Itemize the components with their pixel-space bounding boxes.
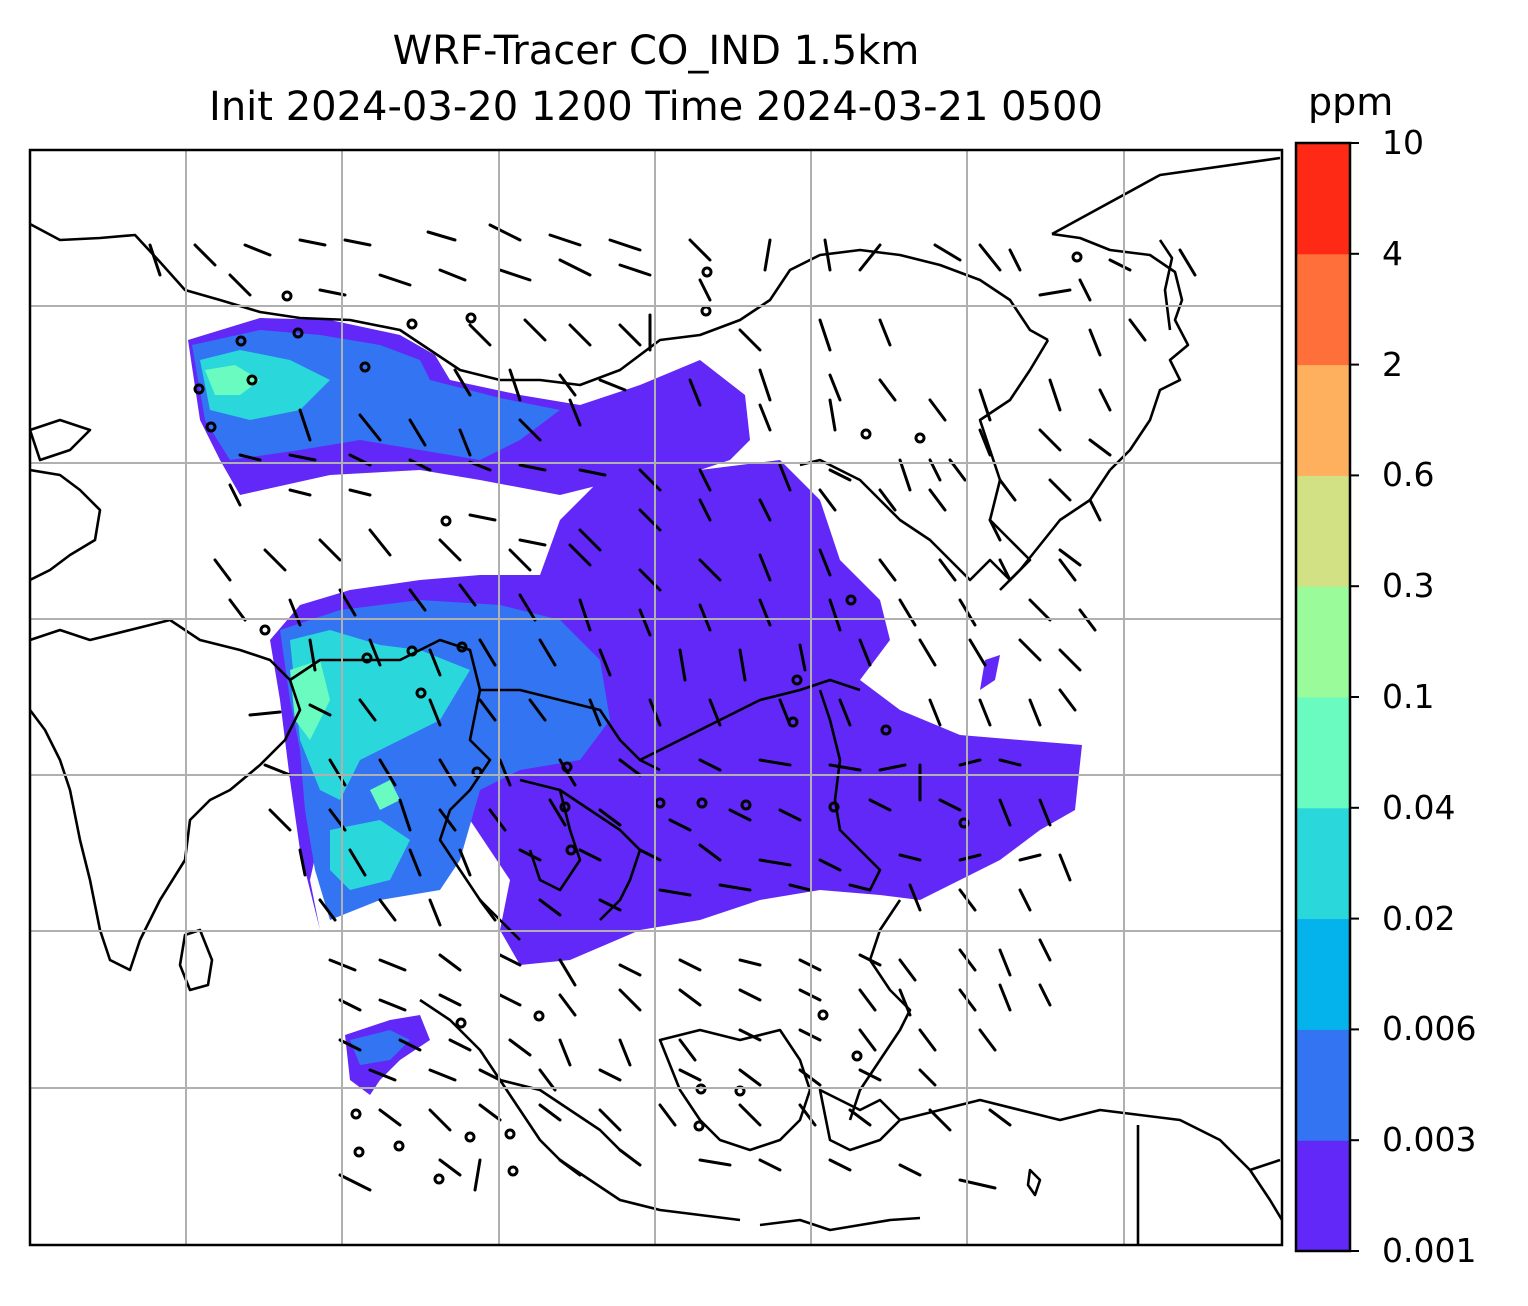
colorbar-tick-label: 0.006 [1382,1009,1477,1049]
map-title-line2: Init 2024-03-20 1200 Time 2024-03-21 050… [209,84,1103,130]
map-title-line1: WRF-Tracer CO_IND 1.5km [392,28,920,74]
colorbar-tick-label: 10 [1382,123,1424,162]
colorbar-tick-label: 0.6 [1382,455,1435,495]
map-gridlines [30,150,1282,1245]
colorbar-tick-label: 0.02 [1382,898,1456,938]
colorbar-tick-label: 0.3 [1382,566,1435,606]
colorbar-tick-label: 4 [1382,233,1403,273]
map-frame [28,148,1284,1247]
colorbar-tick-label: 0.003 [1382,1120,1477,1160]
colorbar-unit: ppm [1308,80,1394,124]
calm-wind-markers [193,251,1083,1185]
colorbar-tick-label: 0.04 [1382,787,1456,827]
colorbar-tick-label: 0.1 [1382,677,1435,716]
colorbar-tick-label: 0.001 [1382,1231,1477,1270]
tracer-plume-high [200,350,470,890]
coastlines [30,156,1282,1245]
wind-barbs [148,223,1197,1192]
colorbar-tick-label: 2 [1382,344,1403,384]
